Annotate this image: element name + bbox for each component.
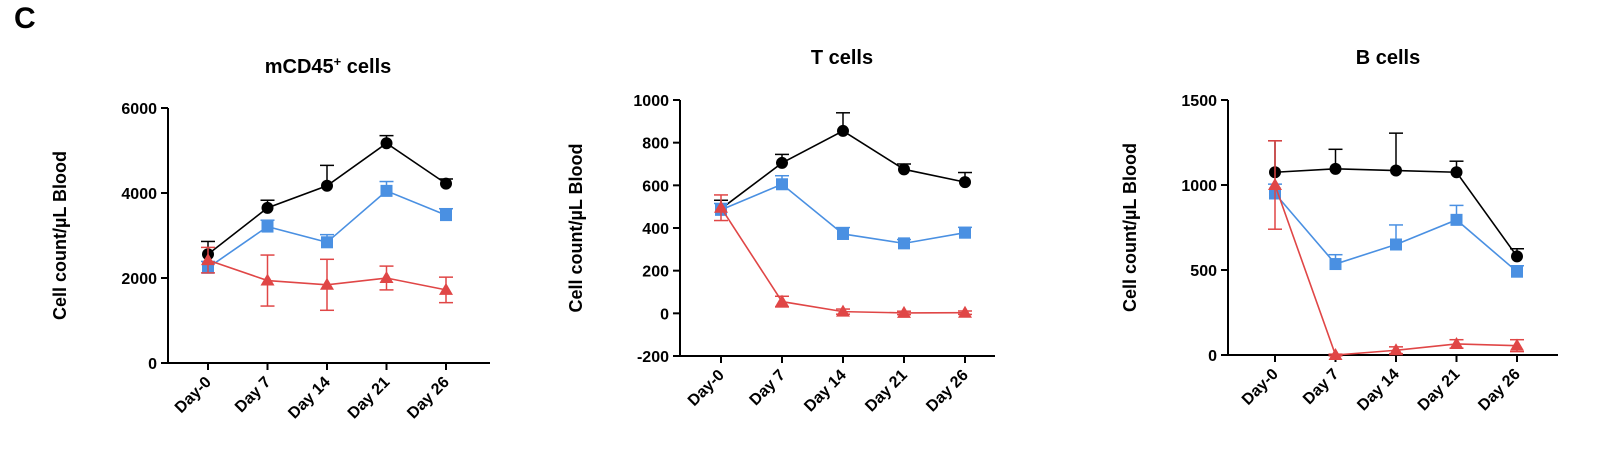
x-tick-label: Day 7 (747, 367, 789, 409)
data-point (1329, 258, 1342, 271)
data-point (1511, 250, 1523, 263)
y-tick-label: 1000 (1181, 178, 1217, 195)
data-point (1450, 166, 1463, 179)
data-point (775, 294, 789, 307)
y-axis-label: Cell count/µL Blood (566, 143, 586, 312)
data-point (898, 163, 910, 176)
y-tick-label: 6000 (121, 101, 157, 118)
data-point (1511, 265, 1523, 278)
y-tick-label: 0 (148, 356, 157, 373)
data-point (320, 277, 334, 290)
x-tick-label: Day 21 (862, 367, 911, 416)
x-tick-label: Day 26 (923, 367, 972, 416)
data-point (1390, 238, 1402, 251)
data-point (261, 220, 274, 233)
data-point (201, 253, 215, 266)
y-tick-label: 1000 (633, 93, 669, 110)
data-point (897, 305, 911, 318)
y-axis-label: Cell count/µL Blood (50, 151, 70, 320)
x-tick-label: Day 21 (345, 374, 394, 423)
data-point (321, 179, 333, 192)
series-line (720, 207, 966, 314)
y-tick-label: 2000 (121, 271, 157, 288)
x-tick-label: Day 26 (404, 374, 453, 423)
y-tick-label: 500 (1190, 263, 1217, 280)
data-point (1449, 336, 1464, 349)
series-line (1274, 184, 1518, 356)
data-point (1328, 348, 1343, 360)
y-tick-label: 400 (642, 221, 669, 238)
data-point (837, 124, 849, 137)
data-point (898, 237, 910, 250)
data-point (1450, 213, 1463, 226)
series-triangle (714, 194, 972, 318)
data-point (1510, 338, 1524, 351)
data-point (321, 236, 333, 249)
data-point (380, 137, 393, 150)
y-tick-label: 600 (642, 178, 669, 195)
x-tick-label: Day 7 (1300, 366, 1342, 408)
chart-2: B cells Cell count/µL Blood 0 500 1000 1500 Da… (1120, 47, 1558, 414)
series-triangle (1268, 140, 1524, 360)
series-line (720, 130, 966, 210)
y-tick-label: 0 (1208, 348, 1217, 365)
data-point (1329, 162, 1342, 175)
y-tick-label: 4000 (121, 186, 157, 203)
y-tick-label: 200 (642, 264, 669, 281)
x-tick-label: Day 14 (801, 367, 850, 416)
data-point (959, 226, 971, 239)
panel-letter: C (14, 2, 36, 35)
data-point (439, 282, 453, 295)
x-tick-label: Day 21 (1415, 366, 1464, 415)
series-line (207, 189, 447, 269)
y-tick-label: 0 (660, 306, 669, 323)
data-point (776, 156, 788, 169)
data-point (837, 227, 849, 240)
series-square (714, 174, 972, 250)
y-tick-label: 1500 (1181, 93, 1217, 110)
data-point (776, 178, 788, 191)
chart-title: T cells (811, 47, 873, 69)
series-square (201, 180, 453, 274)
x-tick-label: Day 14 (285, 374, 334, 423)
data-point (440, 209, 452, 222)
data-point (1389, 343, 1403, 356)
x-tick-label: Day-0 (172, 374, 215, 417)
chart-0: mCD45+ cells Cell count/µL Blood 0 2000 4000… (50, 54, 490, 423)
y-axis-label: Cell count/µL Blood (1120, 143, 1140, 312)
x-tick-label: Day-0 (685, 367, 728, 410)
series-triangle (201, 246, 453, 312)
x-tick-label: Day 26 (1475, 366, 1524, 415)
data-point (958, 305, 972, 318)
data-point (959, 176, 971, 189)
x-tick-label: Day 14 (1354, 366, 1403, 415)
data-point (440, 177, 452, 190)
x-tick-label: Day 7 (232, 374, 274, 416)
x-tick-label: Day-0 (1239, 366, 1282, 409)
chart-title: mCD45+ cells (265, 54, 392, 79)
chart-title: B cells (1356, 47, 1420, 69)
y-tick-label: -200 (637, 349, 669, 366)
data-point (261, 201, 274, 214)
data-point (836, 304, 850, 317)
data-point (380, 184, 393, 197)
series-square (1268, 183, 1524, 278)
data-point (379, 271, 394, 283)
chart-1: T cells Cell count/µL Blood -200 0 200 400 600… (566, 47, 995, 415)
data-point (714, 200, 728, 213)
series-circle (714, 112, 972, 215)
y-tick-label: 800 (642, 136, 669, 153)
data-point (1390, 164, 1402, 177)
data-point (1268, 178, 1282, 190)
data-point (260, 273, 275, 286)
